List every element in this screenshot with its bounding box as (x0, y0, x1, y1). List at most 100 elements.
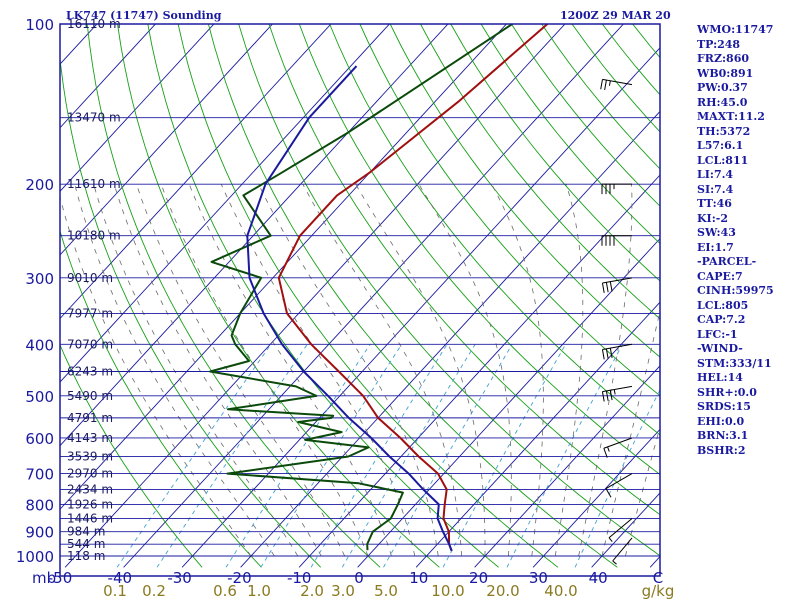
wind-barb (608, 518, 633, 542)
pressure-tick-label: 500 (25, 388, 54, 406)
mixing-ratio-tick-label: 3.0 (331, 582, 355, 600)
index-item: TH:5372 (697, 124, 751, 138)
index-item: CAPE:7 (697, 269, 743, 283)
wind-barb (601, 343, 633, 360)
pressure-tick-label: 400 (25, 336, 54, 354)
height-label: 10180 m (67, 229, 121, 243)
moist-adiabat-line (113, 183, 322, 557)
height-label: 5490 m (67, 389, 113, 403)
isotherm-line (60, 24, 215, 192)
height-label: 16110 m (67, 17, 121, 31)
dry-adiabat-line (450, 24, 660, 282)
mixing-ratio-line (156, 344, 308, 568)
mixing-ratio-line (116, 344, 272, 568)
mixing-ratio-line (506, 344, 623, 568)
height-label: 4143 m (67, 431, 113, 445)
height-label: 4791 m (67, 411, 113, 425)
index-item: LCL:811 (697, 153, 749, 167)
index-item: TT:46 (697, 197, 732, 210)
isotherm-line (64, 24, 566, 568)
height-label: 11610 m (67, 177, 121, 191)
dry-adiabat-line (60, 229, 262, 568)
dry-adiabat-line (86, 24, 381, 568)
moist-adiabat-line (93, 183, 299, 557)
index-item: TP:248 (697, 37, 741, 51)
isotherm-line (60, 24, 449, 447)
pressure-tick-label: 300 (25, 270, 54, 288)
mixing-ratio-tick-label: 20.0 (486, 582, 519, 600)
index-item: BRN:3.1 (697, 429, 749, 442)
dry-adiabat-line (389, 24, 660, 358)
wind-barb (601, 183, 632, 195)
index-item: CINH:59975 (697, 284, 774, 297)
plot-frame (59, 23, 661, 577)
temperature-tick-label: -20 (227, 569, 252, 587)
mixing-ratio-line (574, 388, 660, 568)
temperature-tick-label: 40 (589, 569, 608, 587)
index-item: -WIND- (697, 342, 743, 355)
temperature-tick-label: -10 (287, 569, 312, 587)
x-axis-label: mb (32, 569, 56, 587)
chart-date: 1200Z 29 MAR 20 (560, 9, 671, 22)
moist-adiabat-line (418, 183, 512, 557)
mixing-ratio-tick-label: 5.0 (374, 582, 398, 600)
mixing-ratio-tick-label: 10.0 (431, 582, 464, 600)
index-item: WMO:11747 (697, 23, 774, 36)
temperature-tick-label: -40 (108, 569, 133, 587)
index-item: SW:43 (697, 226, 736, 239)
profile-lines (209, 24, 549, 552)
moist-adiabat-line (491, 183, 544, 557)
index-item: MAXT:11.2 (697, 110, 765, 123)
dry-adiabat-line (359, 24, 660, 397)
index-item: LFC:-1 (697, 327, 738, 341)
index-item: HEL:14 (697, 371, 743, 384)
index-item: L57:6.1 (697, 139, 744, 152)
mixing-ratio-line (341, 344, 476, 568)
mixing-ratio-line (310, 344, 448, 568)
height-label: 1446 m (67, 511, 113, 525)
index-item: PW:0.37 (697, 81, 748, 94)
dry-adiabat-line (60, 343, 203, 568)
height-label: 13470 m (67, 111, 121, 125)
pressure-tick-label: 800 (25, 496, 54, 514)
moist-adiabat-line (554, 183, 584, 557)
index-item: WB0:891 (697, 66, 754, 80)
index-item: BSHR:2 (697, 443, 746, 457)
index-item: STM:333/11 (697, 356, 772, 370)
height-label: 7977 m (67, 306, 113, 320)
moist-adiabat-line (136, 183, 345, 557)
index-item: RH:45.0 (697, 95, 748, 109)
isotherm-line (0, 12, 49, 567)
height-label: 9010 m (67, 271, 113, 285)
dry-adiabat-line (117, 24, 440, 568)
mixing-ratio-tick-label: 2.0 (300, 582, 324, 600)
temperature-tick-label: 30 (529, 569, 548, 587)
mixing-ratio-tick-label: 40.0 (544, 582, 577, 600)
height-labels: 16110 m 13470 m 11610 m 10180 m 9010 m 7977 m… (67, 17, 121, 563)
dry-adiabat-line (298, 24, 660, 476)
index-item: CAP:7.2 (697, 313, 746, 326)
wind-barb (603, 437, 633, 458)
pressure-tick-label: 200 (25, 176, 54, 194)
isotherm-line (474, 365, 660, 568)
mixing-ratio-line (260, 344, 403, 568)
wind-barb (601, 277, 633, 293)
chart-title: LK747 (11747) Sounding (66, 9, 222, 22)
profile-line (277, 24, 549, 552)
temperature-tick-label: 10 (409, 569, 428, 587)
dry-adiabat-line (238, 24, 660, 557)
temperature-tick-label: -30 (167, 569, 192, 587)
isotherm-line (60, 24, 332, 320)
pressure-tick-label: 100 (25, 16, 54, 34)
index-item: SHR+:0.0 (697, 385, 757, 399)
isotherm-line (123, 24, 625, 568)
height-label: 984 m (67, 525, 105, 539)
wind-barb (601, 385, 633, 402)
isotherm-line (357, 237, 660, 568)
mixing-ratio-tick-labels: 0.1 0.2 0.6 1.0 2.0 3.0 5.0 10.0 20.0 40.0 g/kg (103, 582, 674, 600)
index-item: EI:1.7 (697, 240, 734, 254)
height-label: 3539 m (67, 449, 113, 463)
height-label: 6243 m (67, 365, 113, 379)
height-label: 1926 m (67, 497, 113, 511)
